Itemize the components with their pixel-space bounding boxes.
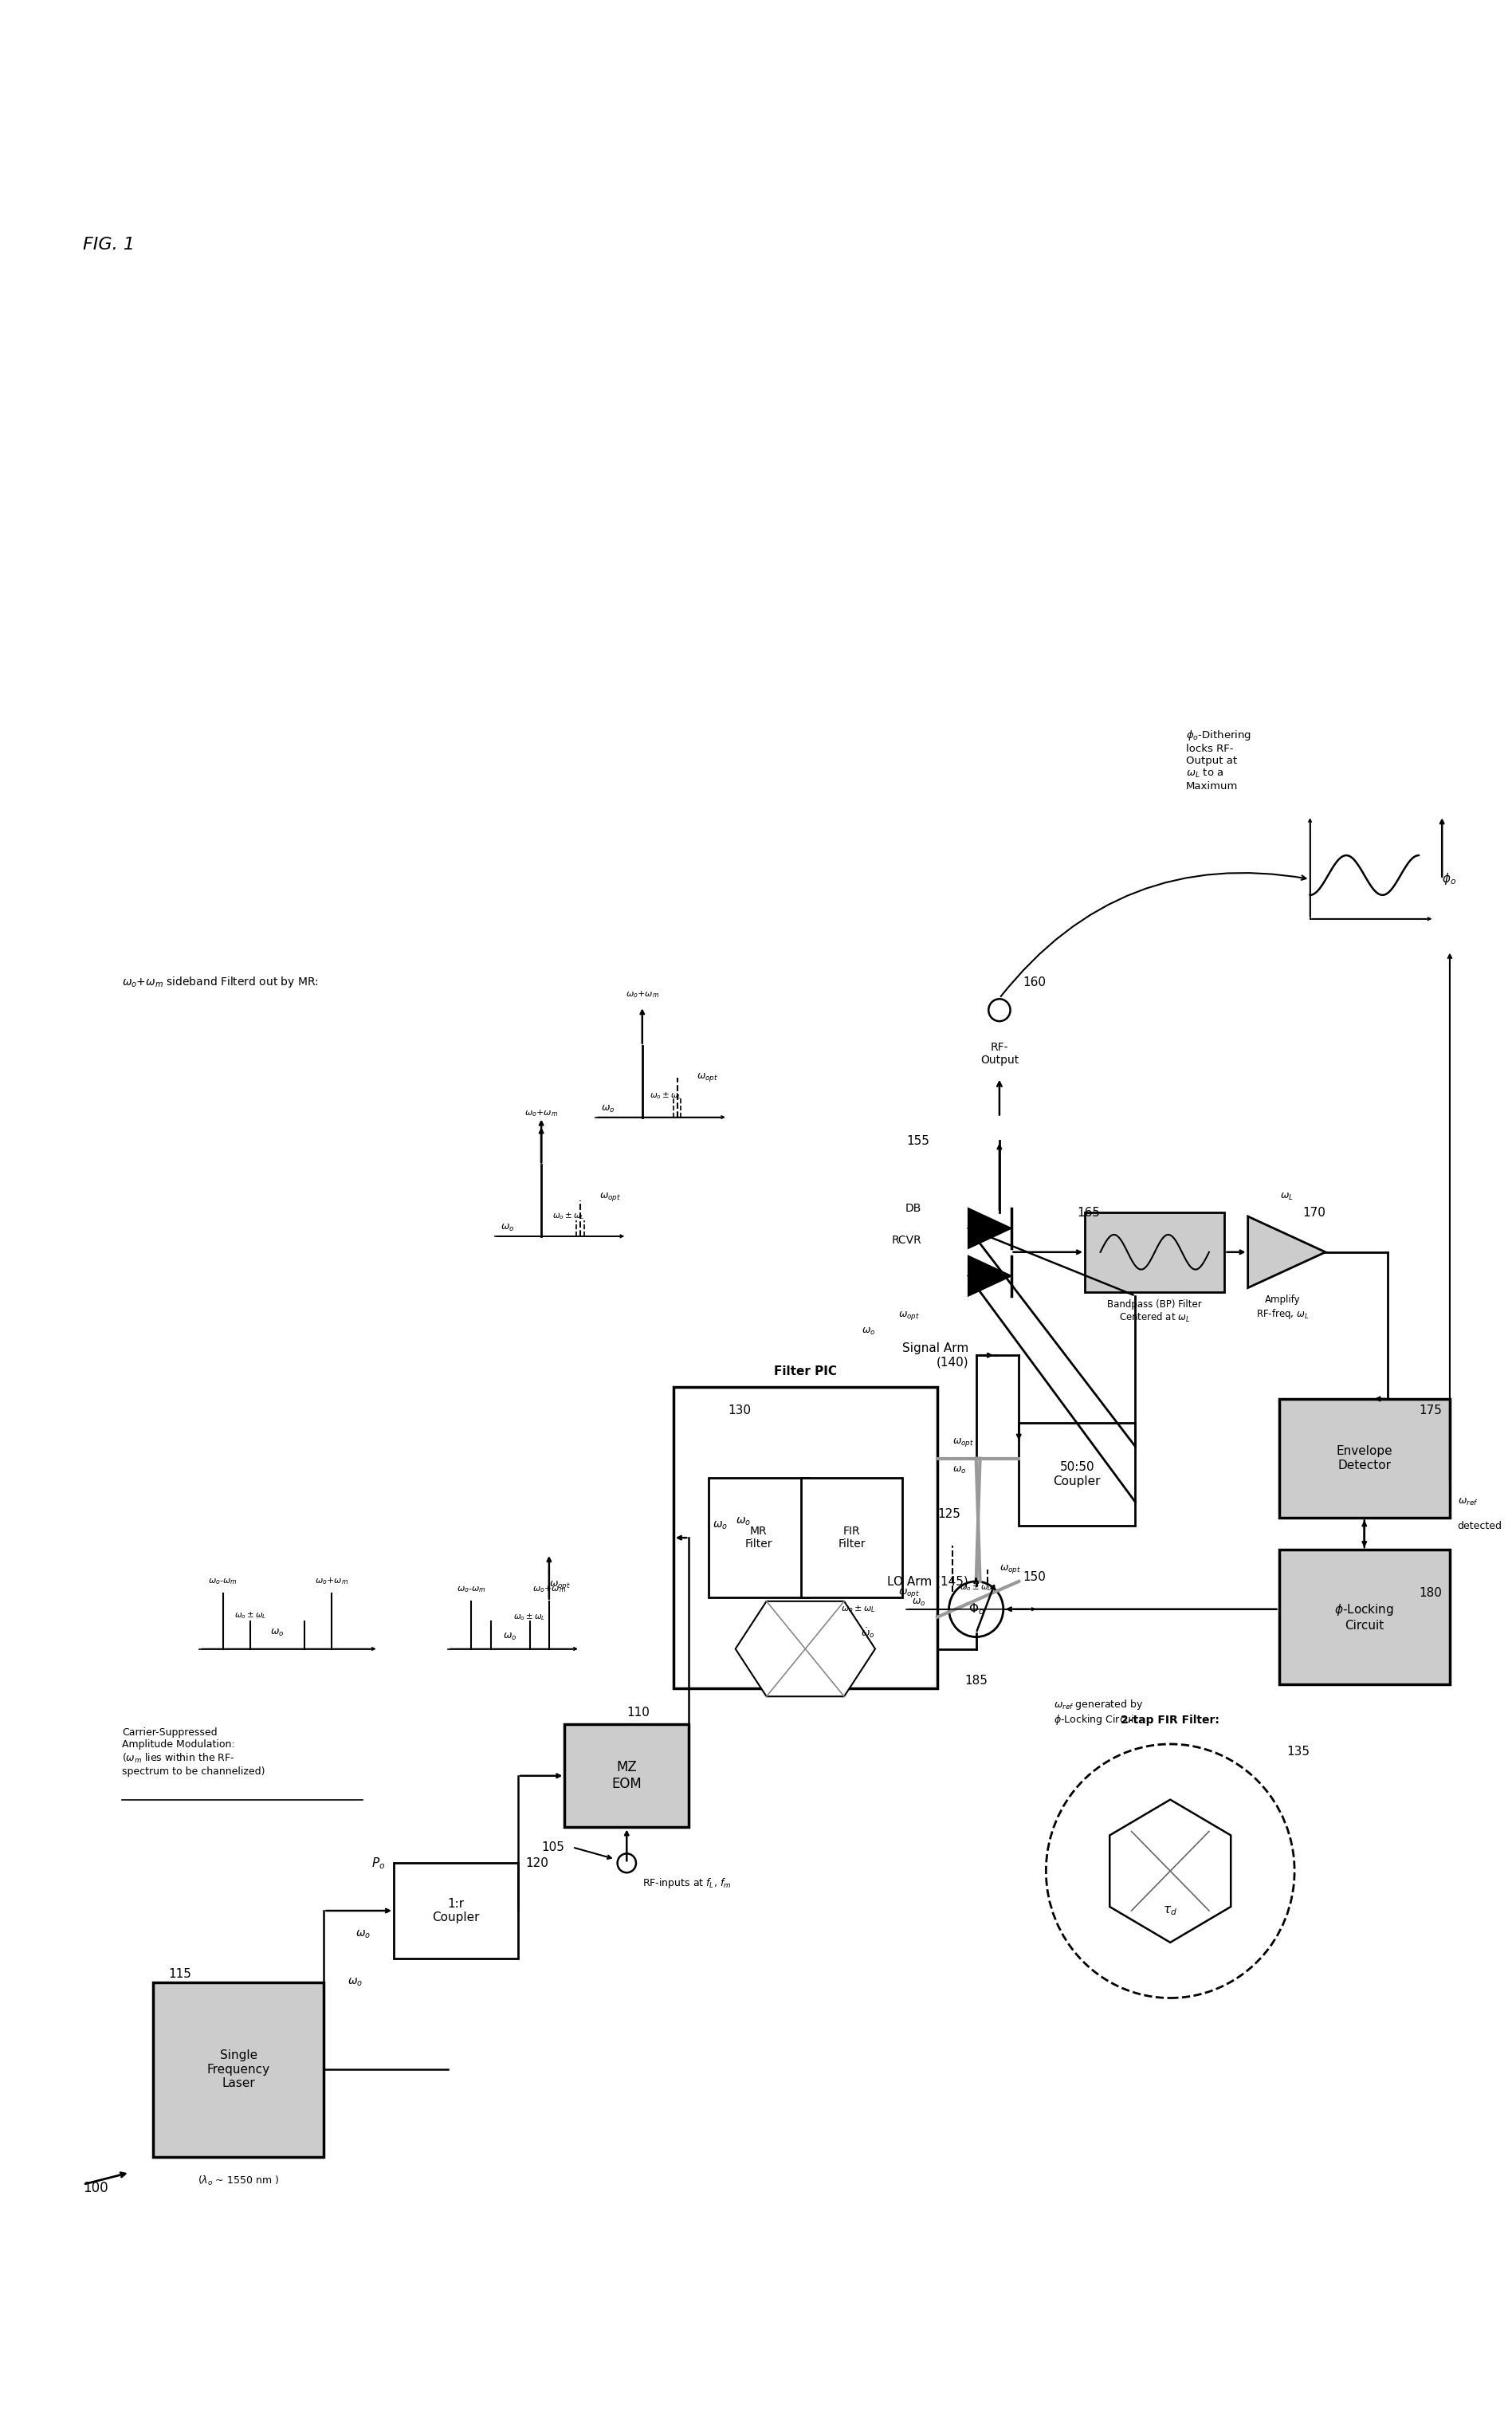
Text: 2-tap FIR Filter:: 2-tap FIR Filter: [1120,1715,1220,1727]
Text: $\omega_o\pm\omega_L$: $\omega_o\pm\omega_L$ [960,1583,992,1593]
Bar [1279,1398,1450,1518]
Text: $\omega_{ref}$ generated by
$\phi$-Locking Circuit: $\omega_{ref}$ generated by $\phi$-Locki… [1054,1698,1143,1727]
Text: $\phi_o$: $\phi_o$ [1442,871,1456,888]
Text: Single
Frequency
Laser: Single Frequency Laser [207,2050,271,2089]
Text: $\omega_o$+$\omega_m$: $\omega_o$+$\omega_m$ [626,990,659,1000]
Text: 155: 155 [906,1136,930,1148]
Text: $\omega_o\pm\omega_L$: $\omega_o\pm\omega_L$ [514,1612,546,1622]
Text: 185: 185 [965,1676,987,1685]
Text: FIG. 1: FIG. 1 [83,236,135,253]
Text: $\omega_{opt}$: $\omega_{opt}$ [898,1588,921,1600]
Text: $\tau_d$: $\tau_d$ [1163,1904,1178,1916]
Bar [673,1386,937,1688]
Polygon shape [968,1255,1012,1296]
Text: 120: 120 [526,1858,549,1870]
Bar [393,1863,519,1958]
Text: $\omega_{ref}$: $\omega_{ref}$ [1458,1496,1477,1508]
Text: 175: 175 [1418,1406,1442,1418]
Text: 105: 105 [541,1841,564,1853]
Text: $\omega_o$+$\omega_m$ sideband Filterd out by MR:: $\omega_o$+$\omega_m$ sideband Filterd o… [122,975,319,990]
Text: $\omega_L$: $\omega_L$ [1281,1192,1293,1201]
Circle shape [617,1853,637,1873]
Circle shape [1046,1744,1294,1999]
Text: MZ
EOM: MZ EOM [612,1761,641,1792]
Text: $\omega_{opt}$: $\omega_{opt}$ [600,1192,621,1201]
Polygon shape [968,1209,1012,1248]
Text: Signal Arm
(140): Signal Arm (140) [903,1342,968,1369]
Text: $\omega_o$-$\omega_m$: $\omega_o$-$\omega_m$ [209,1576,237,1586]
Text: $\dot{\omega}_o$: $\dot{\omega}_o$ [912,1595,925,1608]
Text: MR
Filter: MR Filter [745,1525,773,1549]
Text: $\omega_o$: $\omega_o$ [355,1929,370,1941]
Text: 170: 170 [1302,1206,1325,1218]
Text: $\Phi_o$: $\Phi_o$ [968,1603,984,1617]
Text: 130: 130 [727,1406,751,1418]
Bar [708,1479,809,1598]
Text: $\omega_o$+$\omega_m$: $\omega_o$+$\omega_m$ [525,1109,558,1119]
Text: $\omega_o$-$\omega_m$: $\omega_o$-$\omega_m$ [457,1586,485,1593]
Bar [564,1724,689,1826]
Text: detected: detected [1458,1520,1503,1532]
Text: $\omega_o$: $\omega_o$ [503,1632,517,1642]
Text: $\omega_o$: $\omega_o$ [735,1515,751,1527]
Text: 100: 100 [83,2182,109,2196]
Text: 135: 135 [1287,1746,1309,1758]
Text: Filter PIC: Filter PIC [774,1364,836,1377]
Text: Amplify
RF-freq, $\omega_L$: Amplify RF-freq, $\omega_L$ [1256,1294,1309,1321]
Text: $\omega_o$: $\omega_o$ [348,1977,363,1987]
Text: Envelope
Detector: Envelope Detector [1337,1445,1393,1471]
Text: FIR
Filter: FIR Filter [838,1525,866,1549]
Bar [801,1479,903,1598]
Text: 125: 125 [937,1508,960,1520]
Text: RF-
Output: RF- Output [980,1041,1019,1065]
Text: $\dot\omega_o$: $\dot\omega_o$ [862,1627,875,1639]
Text: RCVR: RCVR [892,1235,922,1245]
Text: 150: 150 [1022,1571,1046,1583]
Text: $\omega_o$: $\omega_o$ [602,1104,615,1114]
Text: $\omega_o$: $\omega_o$ [953,1464,966,1476]
Bar [1019,1423,1136,1525]
Text: DB: DB [906,1204,922,1214]
Text: $\omega_o\pm\omega_L$: $\omega_o\pm\omega_L$ [841,1605,875,1615]
Text: $\omega_{opt}$: $\omega_{opt}$ [898,1308,921,1321]
Text: $\omega_o$: $\omega_o$ [712,1520,727,1532]
Text: Bandpass (BP) Filter
Centered at $\omega_L$: Bandpass (BP) Filter Centered at $\omega… [1107,1299,1202,1323]
Circle shape [989,1000,1010,1021]
Text: $\omega_o$+$\omega_m$: $\omega_o$+$\omega_m$ [532,1583,565,1595]
Text: $\omega_{opt}$: $\omega_{opt}$ [549,1578,570,1591]
Text: $\omega_o$: $\omega_o$ [862,1325,875,1338]
Bar [1084,1214,1225,1291]
Polygon shape [735,1600,875,1698]
Text: ($\lambda_o$ ~ 1550 nm ): ($\lambda_o$ ~ 1550 nm ) [198,2174,280,2186]
Bar [1279,1549,1450,1685]
Circle shape [950,1581,1004,1637]
Text: $\omega_o$: $\omega_o$ [500,1223,514,1233]
Text: Carrier-Suppressed
Amplitude Modulation:
($\omega_m$ lies within the RF-
spectru: Carrier-Suppressed Amplitude Modulation:… [122,1727,265,1775]
Text: $\omega_{opt}$: $\omega_{opt}$ [953,1437,974,1449]
Text: 160: 160 [1022,975,1046,987]
Text: $\omega_o\pm\omega_L$: $\omega_o\pm\omega_L$ [234,1610,266,1620]
Text: 115: 115 [169,1967,192,1980]
Text: 50:50
Coupler: 50:50 Coupler [1054,1462,1101,1488]
Text: $\omega_o\pm\omega_L$: $\omega_o\pm\omega_L$ [552,1211,585,1221]
Text: $P_o$: $P_o$ [372,1856,386,1870]
Text: $\omega_{opt}$: $\omega_{opt}$ [999,1564,1021,1576]
Text: 165: 165 [1077,1206,1101,1218]
Text: $\omega_o\pm\omega_L$: $\omega_o\pm\omega_L$ [650,1090,682,1102]
Text: 1:r
Coupler: 1:r Coupler [432,1897,479,1924]
Text: 110: 110 [626,1707,650,1719]
Text: $\omega_o$: $\omega_o$ [271,1627,284,1639]
Text: $\phi$-Locking
Circuit: $\phi$-Locking Circuit [1335,1603,1394,1632]
Text: RF-inputs at $f_L$, $f_m$: RF-inputs at $f_L$, $f_m$ [643,1875,732,1890]
Polygon shape [1247,1216,1326,1289]
Polygon shape [1110,1800,1231,1943]
Text: $\omega_{opt}$: $\omega_{opt}$ [697,1073,718,1085]
Text: LO Arm (145): LO Arm (145) [888,1576,968,1588]
Bar [153,1982,324,2157]
Text: $\omega_o$+$\omega_m$: $\omega_o$+$\omega_m$ [314,1576,348,1586]
Text: $\phi_o$-Dithering
locks RF-
Output at
$\omega_L$ to a
Maximum: $\phi_o$-Dithering locks RF- Output at $… [1185,730,1250,793]
Text: 180: 180 [1418,1588,1442,1600]
